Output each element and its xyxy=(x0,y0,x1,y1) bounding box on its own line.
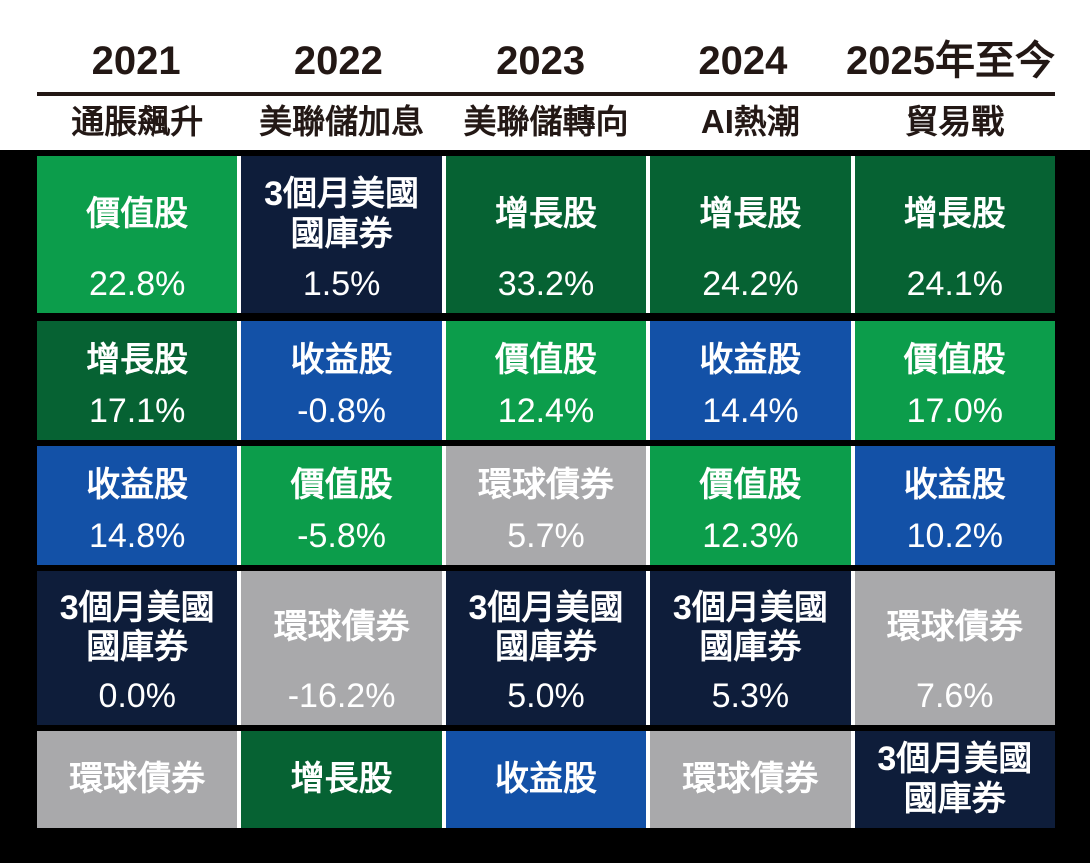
table-row: 3個月美國 國庫券 0.0% 環球債券 -16.2% 3個月美國 國庫券 5.0… xyxy=(37,571,1055,725)
asset-label: 收益股 xyxy=(699,340,802,379)
asset-label: 3個月美國 國庫券 xyxy=(672,588,828,666)
asset-return: 24.1% xyxy=(906,265,1003,303)
year-row: 2021 2022 2023 2024 2025年至今 xyxy=(37,40,1055,82)
asset-cell: 收益股 xyxy=(445,731,647,828)
asset-label: 增長股 xyxy=(903,194,1006,233)
asset-label: 3個月美國 國庫券 xyxy=(877,740,1033,818)
asset-return: 14.8% xyxy=(88,517,186,555)
event-label: 美聯儲加息 xyxy=(259,103,425,140)
asset-label: 收益股 xyxy=(86,465,189,504)
asset-cell: 3個月美國 國庫券 xyxy=(854,731,1055,828)
asset-cell: 3個月美國 國庫券 5.0% xyxy=(445,571,647,725)
asset-return: 0.0% xyxy=(98,677,176,715)
asset-return: 12.4% xyxy=(497,392,595,430)
asset-return: 17.0% xyxy=(906,392,1003,430)
asset-cell: 收益股 14.8% xyxy=(37,446,238,565)
asset-cell: 環球債券 5.7% xyxy=(445,446,647,565)
asset-label: 增長股 xyxy=(494,194,597,233)
asset-label: 增長股 xyxy=(290,759,393,798)
header-divider xyxy=(37,92,1055,96)
asset-label: 價值股 xyxy=(494,340,597,379)
asset-cell: 環球債券 xyxy=(650,731,851,828)
asset-cell: 增長股 xyxy=(241,731,442,828)
asset-cell: 增長股 24.2% xyxy=(650,156,851,313)
asset-cell: 價值股 17.0% xyxy=(854,321,1055,440)
asset-label: 價值股 xyxy=(699,465,802,504)
asset-label: 環球債券 xyxy=(69,759,206,798)
asset-cell: 收益股 10.2% xyxy=(854,446,1055,565)
table-row: 增長股 17.1% 收益股 -0.8% 價值股 12.4% 收益股 14.4% … xyxy=(37,321,1055,440)
asset-return: -0.8% xyxy=(297,392,386,430)
asset-cell: 價值股 -5.8% xyxy=(241,446,442,565)
asset-cell: 收益股 -0.8% xyxy=(241,321,442,440)
year-label-2023: 2023 xyxy=(496,39,586,83)
returns-grid: 價值股 22.8% 3個月美國 國庫券 1.5% 增長股 33.2% 增長股 2… xyxy=(0,150,1090,863)
asset-return: 7.6% xyxy=(916,677,994,715)
event-label: AI熱潮 xyxy=(700,103,800,140)
event-row: 通脹飆升 美聯儲加息 美聯儲轉向 AI熱潮 貿易戰 xyxy=(37,103,1055,140)
year-label-2024: 2024 xyxy=(698,39,788,83)
asset-label: 增長股 xyxy=(86,340,189,379)
asset-label: 環球債券 xyxy=(273,608,410,647)
asset-cell: 增長股 17.1% xyxy=(37,321,238,440)
year-label-2025: 2025年至今 xyxy=(846,39,1055,83)
asset-label: 環球債券 xyxy=(886,608,1023,647)
asset-cell: 收益股 14.4% xyxy=(650,321,851,440)
event-label: 美聯儲轉向 xyxy=(463,103,629,140)
asset-return: 5.3% xyxy=(711,677,790,715)
asset-cell: 價值股 12.4% xyxy=(445,321,647,440)
asset-label: 環球債券 xyxy=(682,759,819,798)
asset-return: 24.2% xyxy=(702,265,799,303)
asset-return: 14.4% xyxy=(702,392,799,430)
asset-label: 收益股 xyxy=(903,465,1006,504)
asset-cell: 增長股 24.1% xyxy=(854,156,1055,313)
asset-return: 12.3% xyxy=(702,517,799,555)
asset-cell: 環球債券 -16.2% xyxy=(241,571,442,725)
year-label-2021: 2021 xyxy=(91,39,181,83)
asset-return: 17.1% xyxy=(88,392,186,430)
asset-return: 1.5% xyxy=(302,265,381,303)
asset-cell: 環球債券 xyxy=(37,731,238,828)
asset-return: 33.2% xyxy=(497,265,595,303)
asset-label: 3個月美國 國庫券 xyxy=(59,588,215,666)
asset-return: 10.2% xyxy=(906,517,1003,555)
asset-cell: 價值股 22.8% xyxy=(37,156,238,313)
event-label: 通脹飆升 xyxy=(71,103,204,140)
asset-return: -16.2% xyxy=(287,677,396,715)
asset-label: 環球債券 xyxy=(477,465,614,504)
asset-cell: 3個月美國 國庫券 0.0% xyxy=(37,571,238,725)
asset-label: 價值股 xyxy=(903,340,1006,379)
event-label: 貿易戰 xyxy=(905,103,1005,140)
asset-label: 3個月美國 國庫券 xyxy=(264,175,420,253)
asset-cell: 價值股 12.3% xyxy=(650,446,851,565)
asset-label: 收益股 xyxy=(290,340,393,379)
asset-return: 5.7% xyxy=(507,517,585,555)
asset-cell: 增長股 33.2% xyxy=(445,156,647,313)
asset-label: 3個月美國 國庫券 xyxy=(468,588,624,666)
table-row: 環球債券 增長股 收益股 環球債券 3個月美國 國庫券 xyxy=(37,731,1055,828)
asset-cell: 環球債券 7.6% xyxy=(854,571,1055,725)
asset-cell: 3個月美國 國庫券 1.5% xyxy=(241,156,442,313)
asset-return: 5.0% xyxy=(507,677,585,715)
table-header: 2021 2022 2023 2024 2025年至今 通脹飆升 美聯儲加息 美… xyxy=(37,0,1055,140)
asset-return: 22.8% xyxy=(88,265,186,303)
table-row: 價值股 22.8% 3個月美國 國庫券 1.5% 增長股 33.2% 增長股 2… xyxy=(37,156,1055,313)
asset-return: -5.8% xyxy=(297,517,386,555)
asset-label: 價值股 xyxy=(86,194,189,233)
asset-label: 價值股 xyxy=(290,465,393,504)
asset-label: 增長股 xyxy=(699,194,802,233)
table-row: 收益股 14.8% 價值股 -5.8% 環球債券 5.7% 價值股 12.3% … xyxy=(37,446,1055,565)
year-label-2022: 2022 xyxy=(293,39,383,83)
asset-label: 收益股 xyxy=(494,759,597,798)
asset-cell: 3個月美國 國庫券 5.3% xyxy=(650,571,851,725)
